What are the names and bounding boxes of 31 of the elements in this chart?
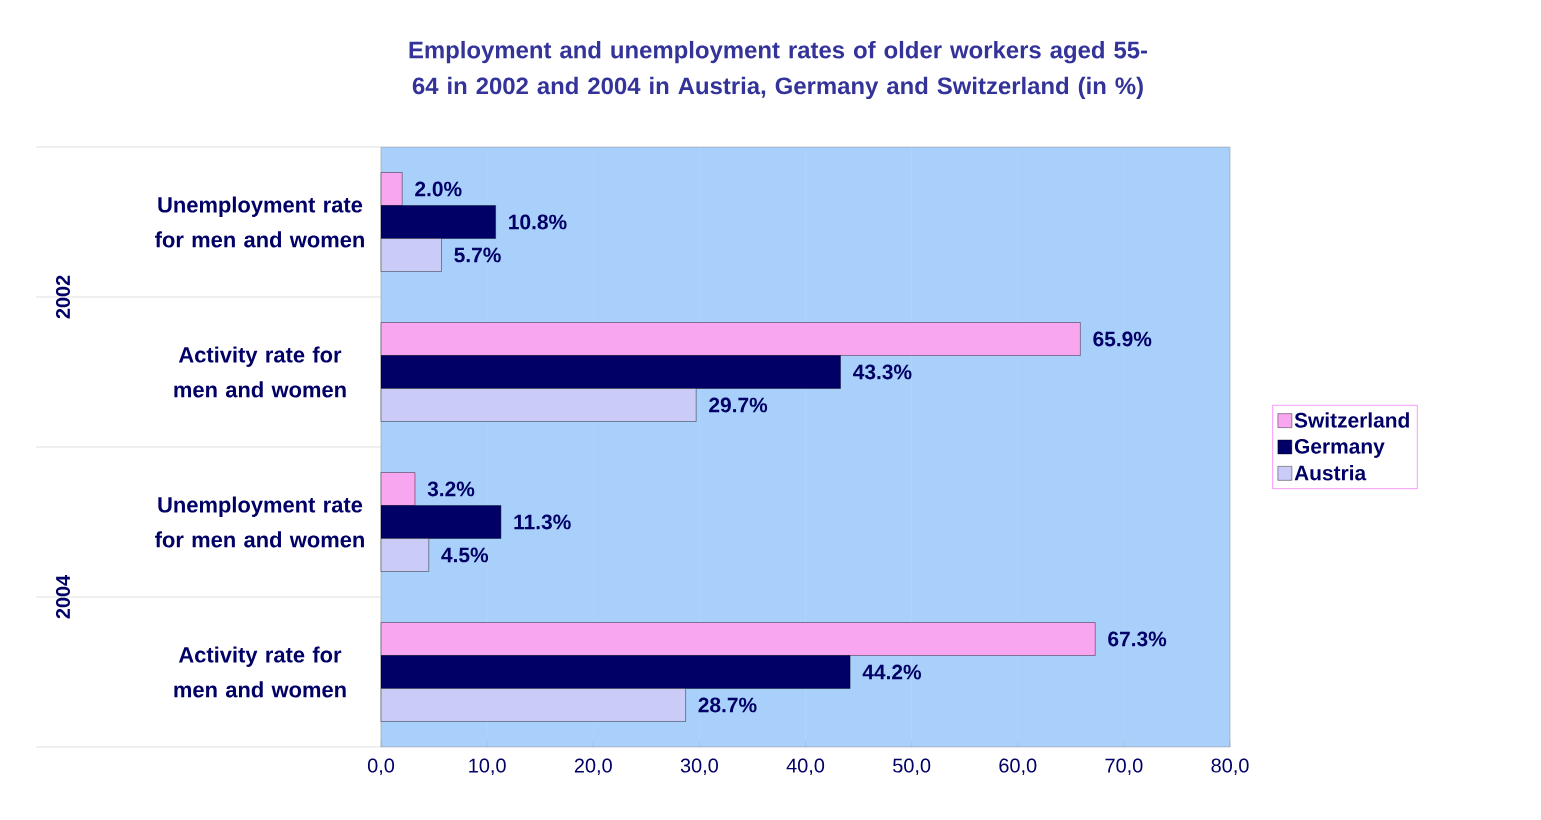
- text: 2002: [55, 275, 71, 319]
- legend-label: Switzerland: [1294, 412, 1409, 428]
- x-tick-label: 0,0: [367, 758, 395, 775]
- x-tick-label: 80,0: [1211, 758, 1249, 775]
- legend-label: Germany: [1294, 438, 1385, 458]
- data-label: 28.7%: [698, 697, 757, 713]
- data-label: 10.8%: [509, 214, 567, 230]
- x-tick-label: 30,0: [680, 758, 718, 775]
- data-label: 29.7%: [709, 397, 768, 413]
- legend-label: Austria: [1294, 465, 1367, 481]
- data-label: 44.2%: [862, 664, 922, 680]
- data-label: 3.2%: [427, 481, 475, 497]
- text: 2004: [55, 574, 71, 619]
- data-label: 5.7%: [454, 247, 501, 263]
- x-tick-label: 40,0: [786, 758, 825, 775]
- data-label: 11.3%: [514, 514, 571, 530]
- data-label: 4.5%: [441, 547, 489, 563]
- x-tick-label: 50,0: [893, 758, 931, 775]
- y-tick-label: Unemployment rate for men and women: [155, 196, 364, 248]
- data-label: 65.9%: [1093, 331, 1152, 347]
- data-label: 67.3%: [1108, 631, 1167, 647]
- x-tick-label: 70,0: [1105, 758, 1143, 775]
- y-tick-label: Activity rate for men and women: [174, 646, 346, 698]
- x-tick-label: 60,0: [999, 758, 1037, 775]
- chart-title: Employment and unemployment rates of older workers aged 55-64 in 2002 and 2004 in Austria, Germany and Switzerland (in %): [409, 40, 1148, 100]
- data-label: 43.3%: [853, 364, 912, 380]
- y-tick-label: Unemployment rate for men and women: [155, 496, 364, 548]
- x-tick-label: 10,0: [469, 758, 506, 775]
- x-tick-label: 20,0: [574, 758, 612, 775]
- y-tick-label: Activity rate for men and women: [174, 346, 346, 398]
- data-label: 2.0%: [415, 181, 462, 197]
